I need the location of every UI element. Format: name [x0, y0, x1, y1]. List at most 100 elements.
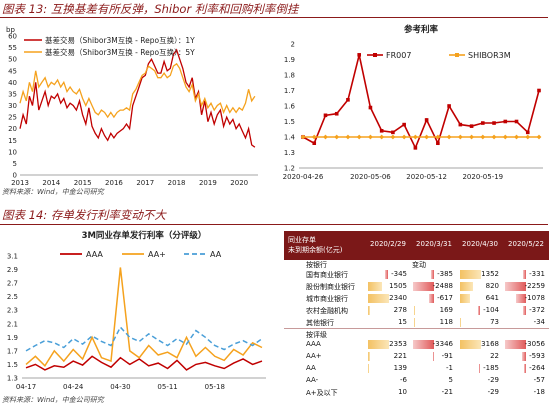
x-tick-label: 2018 — [168, 179, 186, 187]
cell-value: -91 — [441, 352, 453, 360]
cell-value: -372 — [529, 306, 545, 314]
row-label: 农村金融机构 — [306, 307, 348, 315]
cell-value: -34 — [533, 318, 545, 326]
chart-title: 3M同业存单发行利率（分评级） — [82, 230, 207, 241]
table-cell: 5 — [412, 375, 456, 386]
cell-value: 641 — [485, 294, 499, 302]
legend-marker — [455, 53, 459, 57]
x-tick-label: 04-24 — [63, 383, 84, 391]
table-cell: 118 — [412, 317, 456, 328]
table-row: 农村金融机构 278 169 -104 -372 — [284, 305, 549, 316]
legend-label: FR007 — [386, 51, 411, 60]
figure-13-text: 互换基差有所反弹，Shibor 利率和回购利率倒挂 — [50, 2, 299, 16]
data-point-shibor3m — [457, 134, 463, 140]
data-point-shibor3m — [424, 134, 430, 140]
table-cell: -2488 — [412, 281, 456, 292]
y-tick-label: 25 — [8, 114, 17, 122]
series-line-fr007 — [302, 54, 540, 150]
cd-rate-chart: 3M同业存单发行利率（分评级） 1.3 1.5 1.7 1.9 2.1 2.3 2.5 2.7 2… — [7, 230, 266, 391]
negative-value-bar — [522, 270, 526, 279]
row-label: A+及以下 — [306, 389, 338, 397]
data-point-fr007 — [469, 124, 474, 128]
table-cell: -331 — [504, 269, 548, 280]
y-tick-label: 1.8 — [284, 72, 295, 80]
row-label: AA+ — [306, 352, 322, 360]
negative-value-bar — [521, 352, 526, 361]
cell-value: 221 — [393, 352, 407, 360]
x-tick-label: 2013 — [11, 179, 29, 187]
legend-label: 基差交易（Shibor3M互换 - Repo互换）：5Y — [45, 47, 195, 57]
series-line-2 — [19, 62, 256, 119]
positive-value-bar — [368, 352, 370, 361]
figure-14-source: 资料来源：Wind，中金公司研究 — [2, 396, 104, 404]
data-point-fr007 — [323, 113, 328, 118]
y-tick-label: 1.6 — [284, 103, 296, 111]
table-cell: 221 — [366, 351, 410, 362]
y-tick-label: 2 — [291, 41, 295, 49]
negative-value-bar — [384, 270, 388, 279]
data-point-fr007 — [402, 122, 406, 127]
figure-14-title: 图表 14: 存单发行利率变动不大 — [2, 207, 166, 223]
cell-value: -385 — [437, 270, 453, 278]
data-point-fr007 — [424, 118, 429, 122]
x-tick-label: 2020-04-26 — [283, 173, 324, 181]
cell-value: 22 — [490, 352, 499, 360]
y-tick-label: 1.3 — [284, 149, 295, 157]
legend-label: SHIBOR3M — [468, 51, 511, 60]
series-line-1 — [19, 48, 256, 148]
row-label: 城市商业银行 — [306, 295, 348, 303]
y-tick-label: 1.9 — [7, 334, 18, 342]
cell-value: -3056 — [524, 340, 545, 348]
section-divider — [284, 328, 549, 329]
data-point-fr007 — [481, 121, 485, 125]
data-point-shibor3m — [491, 134, 497, 140]
cell-value: -29 — [487, 376, 499, 384]
table-cell: -29 — [458, 375, 502, 386]
data-point-fr007 — [514, 119, 519, 124]
figure-13-rule — [0, 17, 548, 18]
table-cell: -3056 — [504, 339, 548, 350]
row-label: 股份制商业银行 — [306, 283, 355, 291]
figure-14-text: 存单发行利率变动不大 — [50, 208, 166, 222]
row-label: 其他银行 — [306, 319, 334, 327]
series-line-aaa — [25, 355, 263, 371]
cell-value: 139 — [393, 364, 407, 372]
y-tick-label: 15 — [8, 137, 17, 145]
data-point-shibor3m — [525, 134, 531, 140]
data-point-shibor3m — [446, 134, 452, 140]
table-cell: 2353 — [366, 339, 410, 350]
y-tick-label: 1.2 — [284, 165, 295, 173]
cell-value: -185 — [483, 364, 499, 372]
table-cell: 1352 — [458, 269, 502, 280]
table-cell: -34 — [504, 317, 548, 328]
table-row: AA- -6 5 -29 -57 — [284, 375, 549, 386]
y-tick-label: 3.1 — [7, 253, 18, 261]
cell-value: 1505 — [389, 282, 407, 290]
y-tick-label: 0 — [13, 172, 17, 180]
legend-label: AA — [210, 250, 222, 259]
x-tick-label: 2015 — [74, 179, 92, 187]
cell-value: -21 — [441, 388, 453, 396]
data-point-shibor3m — [401, 134, 407, 140]
cell-value: -2488 — [432, 282, 453, 290]
y-tick-label: 2.9 — [7, 266, 18, 274]
cell-value: -331 — [529, 270, 545, 278]
data-point-shibor3m — [356, 134, 362, 140]
data-point-shibor3m — [435, 134, 441, 140]
table-cell: -3346 — [412, 339, 456, 350]
cell-value: -57 — [533, 376, 545, 384]
cell-value: -593 — [529, 352, 545, 360]
y-tick-label: 60 — [8, 33, 17, 41]
negative-value-bar — [428, 294, 434, 303]
reference-rate-chart: 参考利率 1.2 1.3 1.4 1.5 1.6 1.7 1.8 1.9 2 2020-04-26 2… — [283, 24, 543, 181]
cell-value: -1078 — [524, 294, 545, 302]
cell-value: -3346 — [432, 340, 453, 348]
data-point-shibor3m — [469, 134, 474, 140]
row-label: AA- — [306, 376, 319, 384]
section-title-change: 变动 — [412, 261, 426, 269]
y-tick-label: 2.5 — [7, 293, 18, 301]
cell-value: 2353 — [389, 340, 407, 348]
table-cell: -91 — [412, 351, 456, 362]
negative-value-bar — [505, 340, 526, 349]
table-row: AA 139 -1 -185 -264 — [284, 363, 549, 374]
